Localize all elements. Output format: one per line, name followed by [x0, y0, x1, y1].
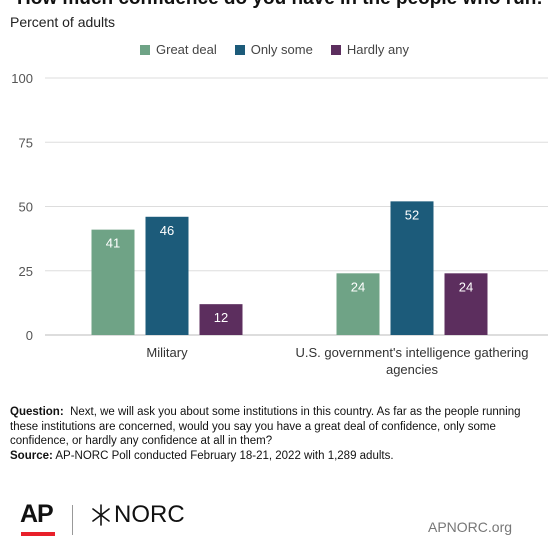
data-label-only-some-2: 52: [405, 207, 419, 222]
data-label-hardly-any-1: 12: [214, 310, 228, 325]
y-tick-label-25: 25: [19, 264, 33, 279]
bar-great-deal-2: [336, 273, 380, 335]
x-tick-label-2-line-1: U.S. government's intelligence gathering: [295, 345, 528, 360]
chart-title: How much confidence do you have in the p…: [17, 0, 543, 10]
source-label: Source:: [10, 449, 53, 462]
y-tick-label-100: 100: [11, 71, 33, 86]
y-tick-label-50: 50: [19, 200, 33, 215]
legend-label-great-deal: Great deal: [156, 42, 217, 57]
y-tick-label-75: 75: [19, 135, 33, 150]
norc-logo: NORC: [90, 501, 185, 529]
footer-notes: Question: Next, we will ask you about so…: [10, 405, 535, 463]
legend-label-hardly-any: Hardly any: [346, 42, 409, 57]
data-label-only-some-1: 46: [160, 223, 174, 238]
data-label-great-deal-1: 41: [106, 236, 120, 251]
ap-logo: AP: [20, 500, 54, 528]
legend-swatch-hardly-any: [330, 44, 341, 55]
norc-star-icon: [92, 504, 110, 526]
bar-only-some-2: [390, 201, 434, 335]
legend-item-hardly-any: Hardly any: [330, 42, 409, 57]
logo-divider: [72, 505, 73, 535]
source-note: Source: AP-NORC Poll conducted February …: [10, 449, 535, 464]
bar-hardly-any-2: [444, 273, 488, 335]
ap-logo-underline: [21, 532, 55, 536]
legend: Great deal Only some Hardly any: [140, 42, 409, 57]
source-text: AP-NORC Poll conducted February 18-21, 2…: [55, 449, 394, 462]
x-tick-label-2-line-2: agencies: [386, 362, 439, 377]
bar-great-deal-1: [91, 229, 135, 335]
question-note: Question: Next, we will ask you about so…: [10, 405, 535, 449]
site-url: APNORC.org: [428, 519, 513, 535]
y-tick-label-0: 0: [26, 328, 33, 343]
data-label-great-deal-2: 24: [351, 279, 365, 294]
norc-logo-text: NORC: [114, 501, 185, 528]
legend-label-only-some: Only some: [250, 42, 313, 57]
legend-item-only-some: Only some: [234, 42, 313, 57]
question-label: Question:: [10, 406, 64, 418]
data-label-hardly-any-2: 24: [459, 279, 473, 294]
bar-chart: 0 25 50 75 100 41 46 12 Military 24 52 24 U.S. gover…: [11, 71, 548, 377]
legend-swatch-only-some: [234, 44, 245, 55]
bar-only-some-1: [145, 216, 189, 335]
chart-subtitle: Percent of adults: [10, 14, 116, 30]
legend-swatch-great-deal: [140, 44, 150, 55]
bar-hardly-any-1: [199, 304, 243, 335]
legend-item-great-deal: Great deal: [140, 42, 217, 57]
question-text: Next, we will ask you about some institu…: [10, 406, 521, 447]
x-tick-label-1-line-1: Military: [146, 345, 188, 360]
